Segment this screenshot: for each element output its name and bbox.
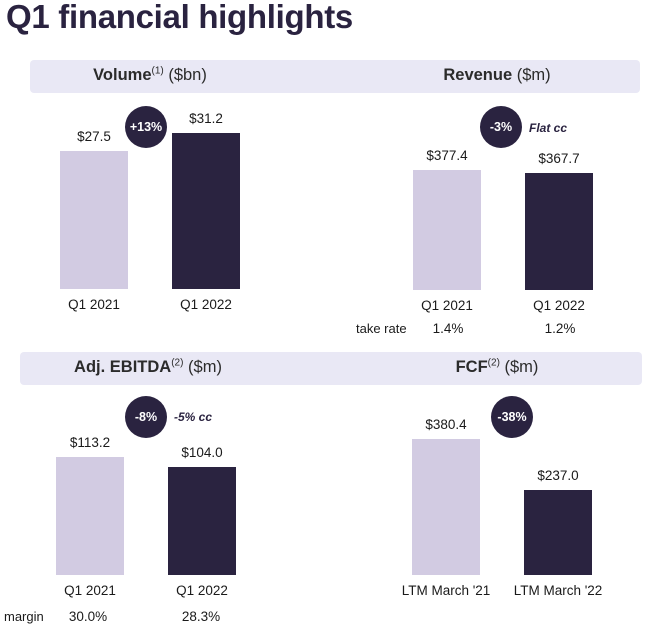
volume-title-unit: ($bn) bbox=[163, 66, 207, 84]
fcf-bar-ltm-march-21 bbox=[412, 439, 480, 575]
ebitda-bar-q1-2022 bbox=[168, 467, 236, 575]
revenue-change-badge: -3% bbox=[480, 106, 522, 148]
fcf-title-footnote: (2) bbox=[487, 357, 500, 369]
ebitda-title-footnote: (2) bbox=[171, 357, 184, 369]
fcf-title-main: FCF bbox=[455, 358, 488, 376]
revenue-cc-note: Flat cc bbox=[529, 121, 568, 135]
fcf-category-ltm-march-22: LTM March '22 bbox=[513, 583, 603, 598]
take-rate-label: take rate bbox=[356, 321, 407, 336]
fcf-category-ltm-march-21: LTM March '21 bbox=[401, 583, 491, 598]
volume-title: Volume(1) ($bn) bbox=[93, 66, 207, 85]
bottom-header-band bbox=[20, 352, 642, 385]
revenue-value-q1-2022: $367.7 bbox=[538, 151, 580, 166]
fcf-value-ltm-march-21: $380.4 bbox=[425, 417, 467, 432]
take-rate-q1-2022: 1.2% bbox=[544, 321, 576, 336]
fcf-title-unit: ($m) bbox=[499, 358, 539, 376]
margin-label: margin bbox=[4, 609, 44, 624]
ebitda-bar-q1-2021 bbox=[56, 457, 124, 575]
ebitda-value-q1-2022: $104.0 bbox=[181, 445, 223, 460]
ebitda-title: Adj. EBITDA(2) ($m) bbox=[74, 358, 222, 377]
revenue-title: Revenue ($m) bbox=[443, 66, 550, 85]
revenue-value-q1-2021: $377.4 bbox=[426, 148, 468, 163]
take-rate-q1-2021: 1.4% bbox=[432, 321, 464, 336]
revenue-category-q1-2021: Q1 2021 bbox=[421, 298, 473, 313]
volume-bar-q1-2021 bbox=[60, 151, 128, 289]
ebitda-category-q1-2022: Q1 2022 bbox=[176, 583, 228, 598]
fcf-change-badge: -38% bbox=[491, 396, 533, 438]
margin-q1-2022: 28.3% bbox=[181, 609, 221, 624]
volume-title-main: Volume bbox=[93, 66, 152, 84]
fcf-title: FCF(2) ($m) bbox=[456, 358, 539, 377]
revenue-title-main: Revenue bbox=[443, 66, 513, 84]
ebitda-title-unit: ($m) bbox=[183, 358, 222, 376]
volume-value-q1-2021: $27.5 bbox=[77, 129, 111, 144]
volume-title-footnote: (1) bbox=[151, 65, 164, 77]
ebitda-cc-note: -5% cc bbox=[174, 410, 213, 424]
volume-bar-q1-2022 bbox=[172, 133, 240, 289]
volume-value-q1-2022: $31.2 bbox=[189, 111, 223, 126]
ebitda-value-q1-2021: $113.2 bbox=[69, 435, 111, 450]
revenue-bar-q1-2021 bbox=[413, 170, 481, 290]
fcf-value-ltm-march-22: $237.0 bbox=[537, 468, 579, 483]
revenue-category-q1-2022: Q1 2022 bbox=[533, 298, 585, 313]
page-title: Q1 financial highlights bbox=[6, 0, 353, 35]
volume-category-q1-2022: Q1 2022 bbox=[180, 297, 232, 312]
volume-change-badge: +13% bbox=[125, 106, 167, 148]
volume-category-q1-2021: Q1 2021 bbox=[68, 297, 120, 312]
revenue-title-unit: ($m) bbox=[512, 66, 551, 84]
revenue-bar-q1-2022 bbox=[525, 173, 593, 290]
margin-q1-2021: 30.0% bbox=[68, 609, 108, 624]
top-header-band bbox=[30, 60, 640, 93]
fcf-bar-ltm-march-22 bbox=[524, 490, 592, 575]
ebitda-title-main: Adj. EBITDA bbox=[74, 358, 172, 376]
ebitda-change-badge: -8% bbox=[125, 396, 167, 438]
ebitda-category-q1-2021: Q1 2021 bbox=[64, 583, 116, 598]
